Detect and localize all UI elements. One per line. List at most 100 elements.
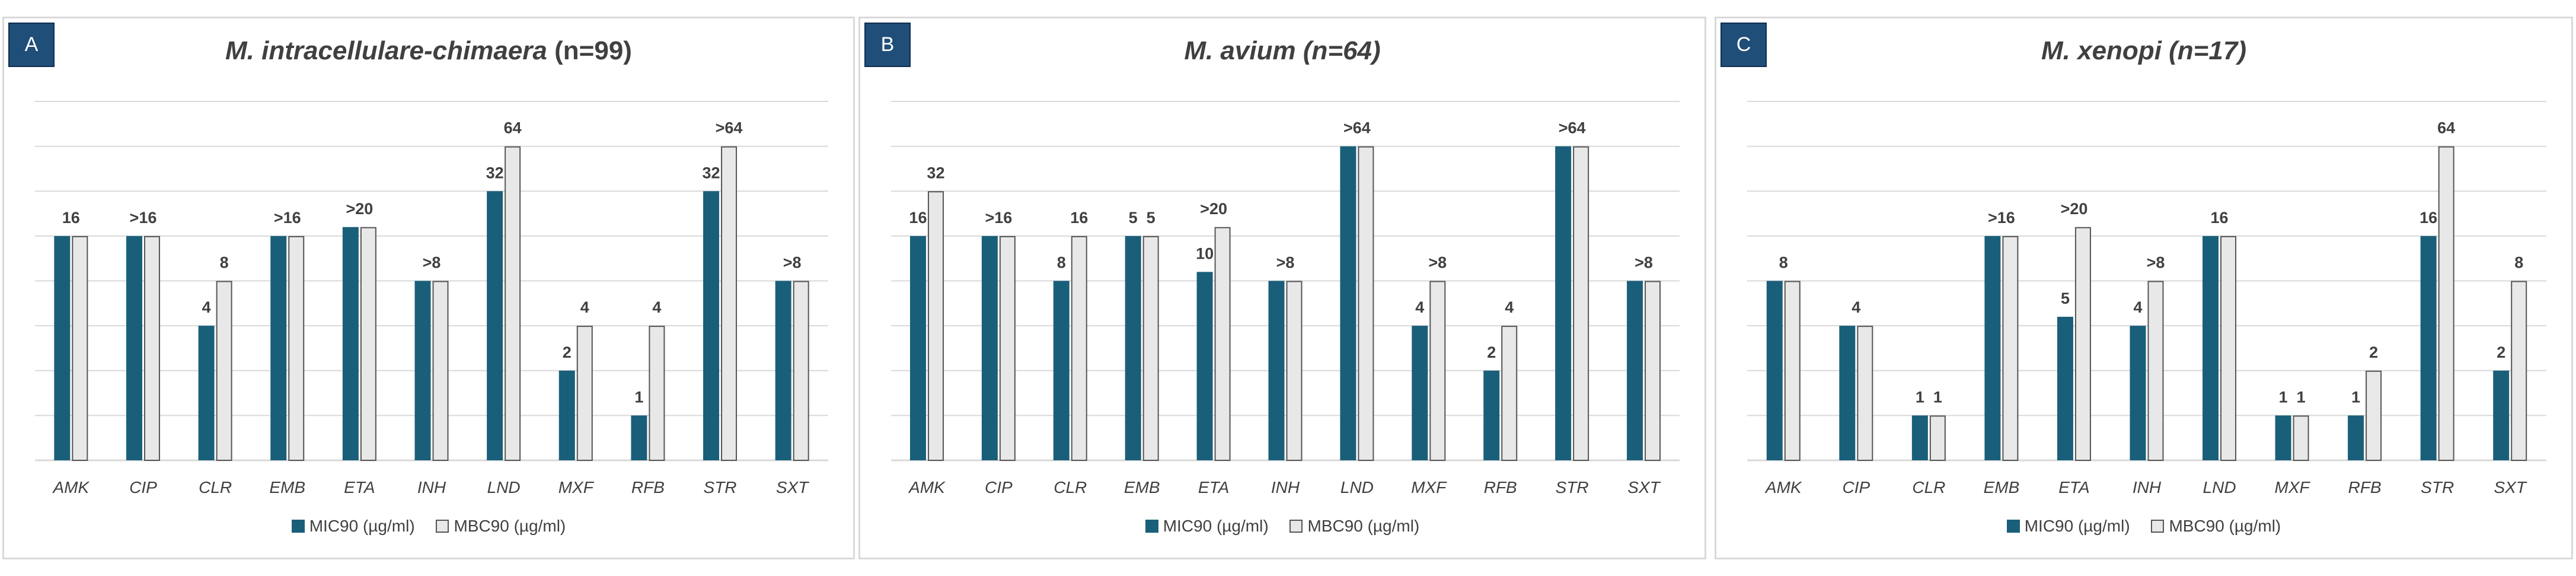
data-label: >16	[274, 209, 301, 227]
legend-item-mic: MIC90 (µg/ml)	[1145, 517, 1269, 536]
bar-mbc90-amk	[927, 191, 944, 461]
bar-mbc90-inh	[432, 281, 449, 461]
legend-label-mbc: MBC90 (µg/ml)	[2169, 517, 2281, 535]
tick-label-inh: INH	[2133, 478, 2162, 497]
tick-label-rfb: RFB	[631, 478, 665, 497]
data-label: >16	[985, 209, 1012, 227]
legend-item-mbc: MBC90 (µg/ml)	[436, 517, 566, 536]
chart-panel-b: B M. avium (n=64) AMK 16 32 CIP >16 CLR 8 16 EMB…	[858, 17, 1706, 559]
data-label: >8	[783, 254, 802, 272]
data-label-mbc90: 5	[1147, 209, 1155, 227]
chart-panel-c: C M. xenopi (n=17) AMK 8 CIP 4 CLR 1 1 EMB >16 ET…	[1715, 17, 2573, 559]
bar-mbc90-cip	[999, 236, 1016, 461]
chart-title-b-species: M. avium	[1184, 36, 1296, 65]
bar-mic90-str	[703, 191, 720, 460]
data-label-mbc90: 4	[1505, 298, 1514, 316]
bar-mic90-inh	[2130, 326, 2146, 460]
panel-letter-a: A	[8, 23, 55, 67]
data-label-mbc90: 16	[1070, 209, 1088, 227]
legend-item-mic: MIC90 (µg/ml)	[291, 517, 415, 536]
bar-mbc90-lnd	[1358, 146, 1374, 461]
legend-swatch-mbc	[2151, 520, 2165, 533]
data-label-mic90: 5	[1129, 209, 1138, 227]
bar-mic90-rfb	[1483, 370, 1500, 460]
tick-label-sxt: SXT	[2494, 478, 2527, 497]
tick-label-eta: ETA	[344, 478, 375, 497]
bar-mic90-str	[2420, 236, 2437, 460]
bar-mbc90-amk	[72, 236, 88, 461]
data-label: >8	[423, 254, 441, 272]
bar-mbc90-eta	[1214, 227, 1231, 461]
bar-mbc90-eta	[360, 227, 376, 461]
data-label-mic90: 2	[563, 343, 572, 361]
data-label-mbc90: 8	[2514, 254, 2523, 272]
data-label-mbc90: >8	[1428, 254, 1447, 272]
data-label-mic90: 4	[2133, 298, 2142, 316]
chart-plot-a: AMK 16 CIP >16 CLR 4 8 EMB >16 ETA >20 INH >8 LND 32 64…	[35, 101, 828, 497]
bar-mbc90-emb	[1142, 236, 1159, 461]
bar-mic90-cip	[981, 236, 998, 460]
tick-label-emb: EMB	[1124, 478, 1160, 497]
data-label-mbc90: 64	[504, 119, 522, 137]
chart-title-c-n: (n=17)	[2169, 36, 2246, 65]
bar-mbc90-str	[1573, 146, 1589, 461]
legend-label-mic: MIC90 (µg/ml)	[1163, 517, 1269, 535]
bar-mic90-str	[1555, 146, 1572, 460]
bar-mbc90-lnd	[2220, 236, 2237, 461]
bar-mic90-emb	[270, 236, 287, 460]
bar-mic90-sxt	[775, 281, 791, 460]
bar-mbc90-sxt	[1645, 281, 1661, 461]
data-label: >8	[1276, 254, 1295, 272]
bar-mbc90-emb	[2002, 236, 2019, 461]
chart-title-a-n: (n=99)	[554, 36, 632, 65]
bar-mbc90-clr	[1929, 415, 1946, 461]
legend-swatch-mic	[1145, 520, 1158, 533]
legend-item-mic: MIC90 (µg/ml)	[2006, 517, 2130, 536]
bar-mbc90-mxf	[576, 326, 593, 461]
bar-mbc90-str	[721, 146, 738, 461]
data-label-mbc90: 1	[1933, 388, 1942, 406]
panel-letter-b: B	[864, 23, 911, 67]
tick-label-mxf: MXF	[2275, 478, 2311, 497]
data-label: 8	[1779, 254, 1788, 272]
data-label-mic90: 10	[1196, 244, 1214, 262]
legend-a: MIC90 (µg/ml) MBC90 (µg/ml)	[4, 517, 853, 537]
bar-mic90-sxt	[2493, 370, 2510, 460]
bar-mic90-mxf	[2275, 415, 2291, 460]
chart-title-c: M. xenopi (n=17)	[1716, 36, 2571, 66]
tick-label-sxt: SXT	[1627, 478, 1661, 497]
bar-mic90-mxf	[1412, 326, 1428, 460]
bar-mbc90-lnd	[505, 146, 521, 461]
data-label-mic90: 1	[1916, 388, 1924, 406]
bar-mbc90-eta	[2074, 227, 2091, 461]
bar-mbc90-sxt	[2511, 281, 2527, 461]
bar-mic90-amk	[909, 236, 926, 460]
tick-label-eta: ETA	[1198, 478, 1229, 497]
bar-mbc90-rfb	[1501, 326, 1518, 461]
legend-item-mbc: MBC90 (µg/ml)	[2151, 517, 2281, 536]
bar-mbc90-rfb	[649, 326, 665, 461]
bar-mic90-lnd	[1340, 146, 1356, 460]
legend-swatch-mic	[291, 520, 305, 533]
data-label: 16	[62, 209, 80, 227]
data-label: >20	[1200, 200, 1227, 218]
data-label: >16	[130, 209, 157, 227]
bar-mbc90-str	[2438, 146, 2454, 461]
bar-mbc90-mxf	[2293, 415, 2309, 461]
tick-label-emb: EMB	[269, 478, 305, 497]
bar-mic90-inh	[1268, 281, 1285, 460]
data-label: 4	[1852, 298, 1860, 316]
bar-mic90-lnd	[487, 191, 503, 460]
legend-label-mbc: MBC90 (µg/ml)	[454, 517, 566, 535]
data-label-mbc90: 1	[2297, 388, 2306, 406]
bar-mic90-clr	[1911, 415, 1928, 460]
tick-label-clr: CLR	[1912, 478, 1945, 497]
chart-title-a-species: M. intracellulare-chimaera	[225, 36, 547, 65]
bar-mic90-rfb	[631, 415, 647, 460]
bar-mbc90-clr	[1071, 236, 1087, 461]
data-label-mbc90: 8	[220, 254, 229, 272]
data-label-mic90: 2	[1487, 343, 1496, 361]
tick-label-clr: CLR	[199, 478, 232, 497]
data-label-mic90: 16	[2419, 209, 2437, 227]
legend-label-mic: MIC90 (µg/ml)	[309, 517, 415, 535]
